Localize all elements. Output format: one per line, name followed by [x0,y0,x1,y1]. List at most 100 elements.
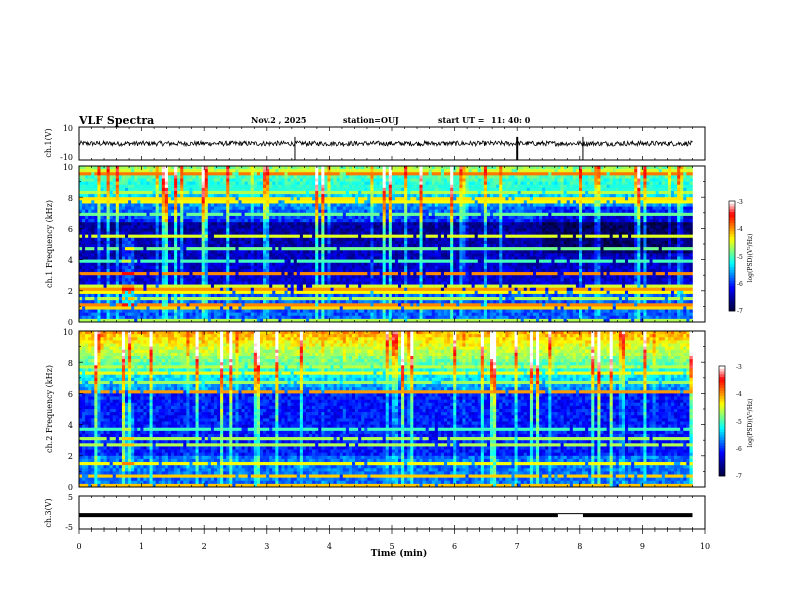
spectrogram-cell [198,231,202,235]
spectrogram-cell [180,166,184,170]
spectrogram-cell [263,209,267,214]
spectrogram-cell [94,228,98,232]
spectrogram-cell [210,297,215,301]
spectrogram-cell [312,240,316,245]
spectrogram-cell [259,247,264,251]
spectrogram-cell [330,197,334,201]
spectrogram-cell [382,190,387,195]
spectrogram-cell [241,219,245,223]
spectrogram-cell [155,297,160,301]
spectrogram-cell [97,187,101,192]
spectrogram-cell [370,206,374,210]
spectrogram-cell [91,312,95,317]
spectrogram-cell [324,237,328,242]
spectrogram-cell [161,290,166,295]
spectrogram-cell [103,181,107,186]
spectrogram-cell [244,200,249,204]
spectrogram-cell [281,253,285,257]
spectrogram-cell [161,166,166,170]
spectrogram-cell [112,250,117,254]
spectrogram-cell [198,250,202,254]
spectrogram-cell [302,281,307,285]
spectrogram-cell [333,169,337,173]
spectrogram-cell [352,237,356,242]
spectrogram-cell [189,166,193,170]
spectrogram-cell [164,225,169,229]
spectrogram-cell [210,206,215,210]
spectrogram-cell [161,297,166,301]
spectrogram-cell [174,169,178,173]
spectrogram-cell [348,318,353,323]
spectrogram-cell [342,190,347,195]
spectrogram-cell [109,287,114,292]
spectrogram-cell [137,315,141,320]
spectrogram-cell [278,172,282,176]
spectrogram-cell [318,300,322,304]
spectrogram-cell [247,297,252,301]
spectrogram-cell [379,293,383,298]
spectrogram-cell [379,200,383,204]
spectrogram-cell [115,200,120,204]
spectrogram-cell [250,187,255,192]
spectrogram-cell [152,315,156,320]
spectrogram-cell [296,187,301,192]
spectrogram-cell [97,259,101,264]
spectrogram-cell [315,215,319,220]
spectrogram-cell [247,265,252,270]
spectrogram-cell [364,315,368,320]
spectrogram-cell [259,222,264,226]
spectrogram-cell [195,184,199,189]
spectrogram-cell [290,256,295,260]
spectrogram-cell [235,293,239,298]
spectrogram-cell [217,219,221,223]
spectrogram-cell [259,184,264,189]
spectrogram-cell [85,190,89,195]
spectrogram-cell [367,287,371,292]
spectrogram-cell [235,181,239,186]
spectrogram-cell [361,318,365,323]
spectrogram-cell [121,259,126,264]
spectrogram-cell [201,169,206,173]
spectrogram-cell [352,268,356,273]
spectrogram-cell [223,234,227,239]
spectrogram-cell [269,318,273,323]
spectrogram-cell [109,178,114,182]
spectrogram-cell [373,272,377,276]
spectrogram-cell [232,240,236,245]
spectrogram-cell [364,312,368,317]
spectrogram-cell [259,181,264,186]
spectrogram-cell [232,234,236,239]
spectrogram-cell [143,293,147,298]
spectrogram-cell [382,184,387,189]
spectrogram-cell [115,262,120,267]
spectrogram-cell [97,194,101,198]
spectrogram-cell [128,262,132,267]
spectrogram-cell [312,219,316,223]
spectrogram-cell [247,268,252,273]
spectrogram-cell [121,240,126,245]
spectrogram-cell [223,253,227,257]
spectrogram-cell [229,259,233,264]
spectrogram-cell [376,315,380,320]
spectrogram-cell [342,209,347,214]
spectrogram-cell [367,228,371,232]
spectrogram-cell [134,253,138,257]
spectrogram-cell [103,194,107,198]
spectrogram-cell [223,318,227,323]
spectrogram-cell [118,290,123,295]
spectrogram-cell [333,297,337,301]
spectrogram-cell [373,166,377,170]
spectrogram-cell [336,290,341,295]
spectrogram-cell [312,278,316,282]
spectrogram-cell [177,203,181,207]
spectrogram-cell [367,315,371,320]
spectrogram-cell [204,318,209,323]
spectrogram-cell [207,293,212,298]
spectrogram-cell [189,228,193,232]
spectrogram-cell [278,318,282,323]
spectrogram-cell [112,172,117,176]
spectrogram-cell [88,166,92,170]
spectrogram-cell [250,212,255,217]
spectrogram-cell [210,194,215,198]
spectrogram-cell [137,259,141,264]
